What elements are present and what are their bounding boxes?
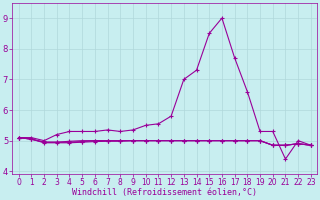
X-axis label: Windchill (Refroidissement éolien,°C): Windchill (Refroidissement éolien,°C): [72, 188, 257, 197]
